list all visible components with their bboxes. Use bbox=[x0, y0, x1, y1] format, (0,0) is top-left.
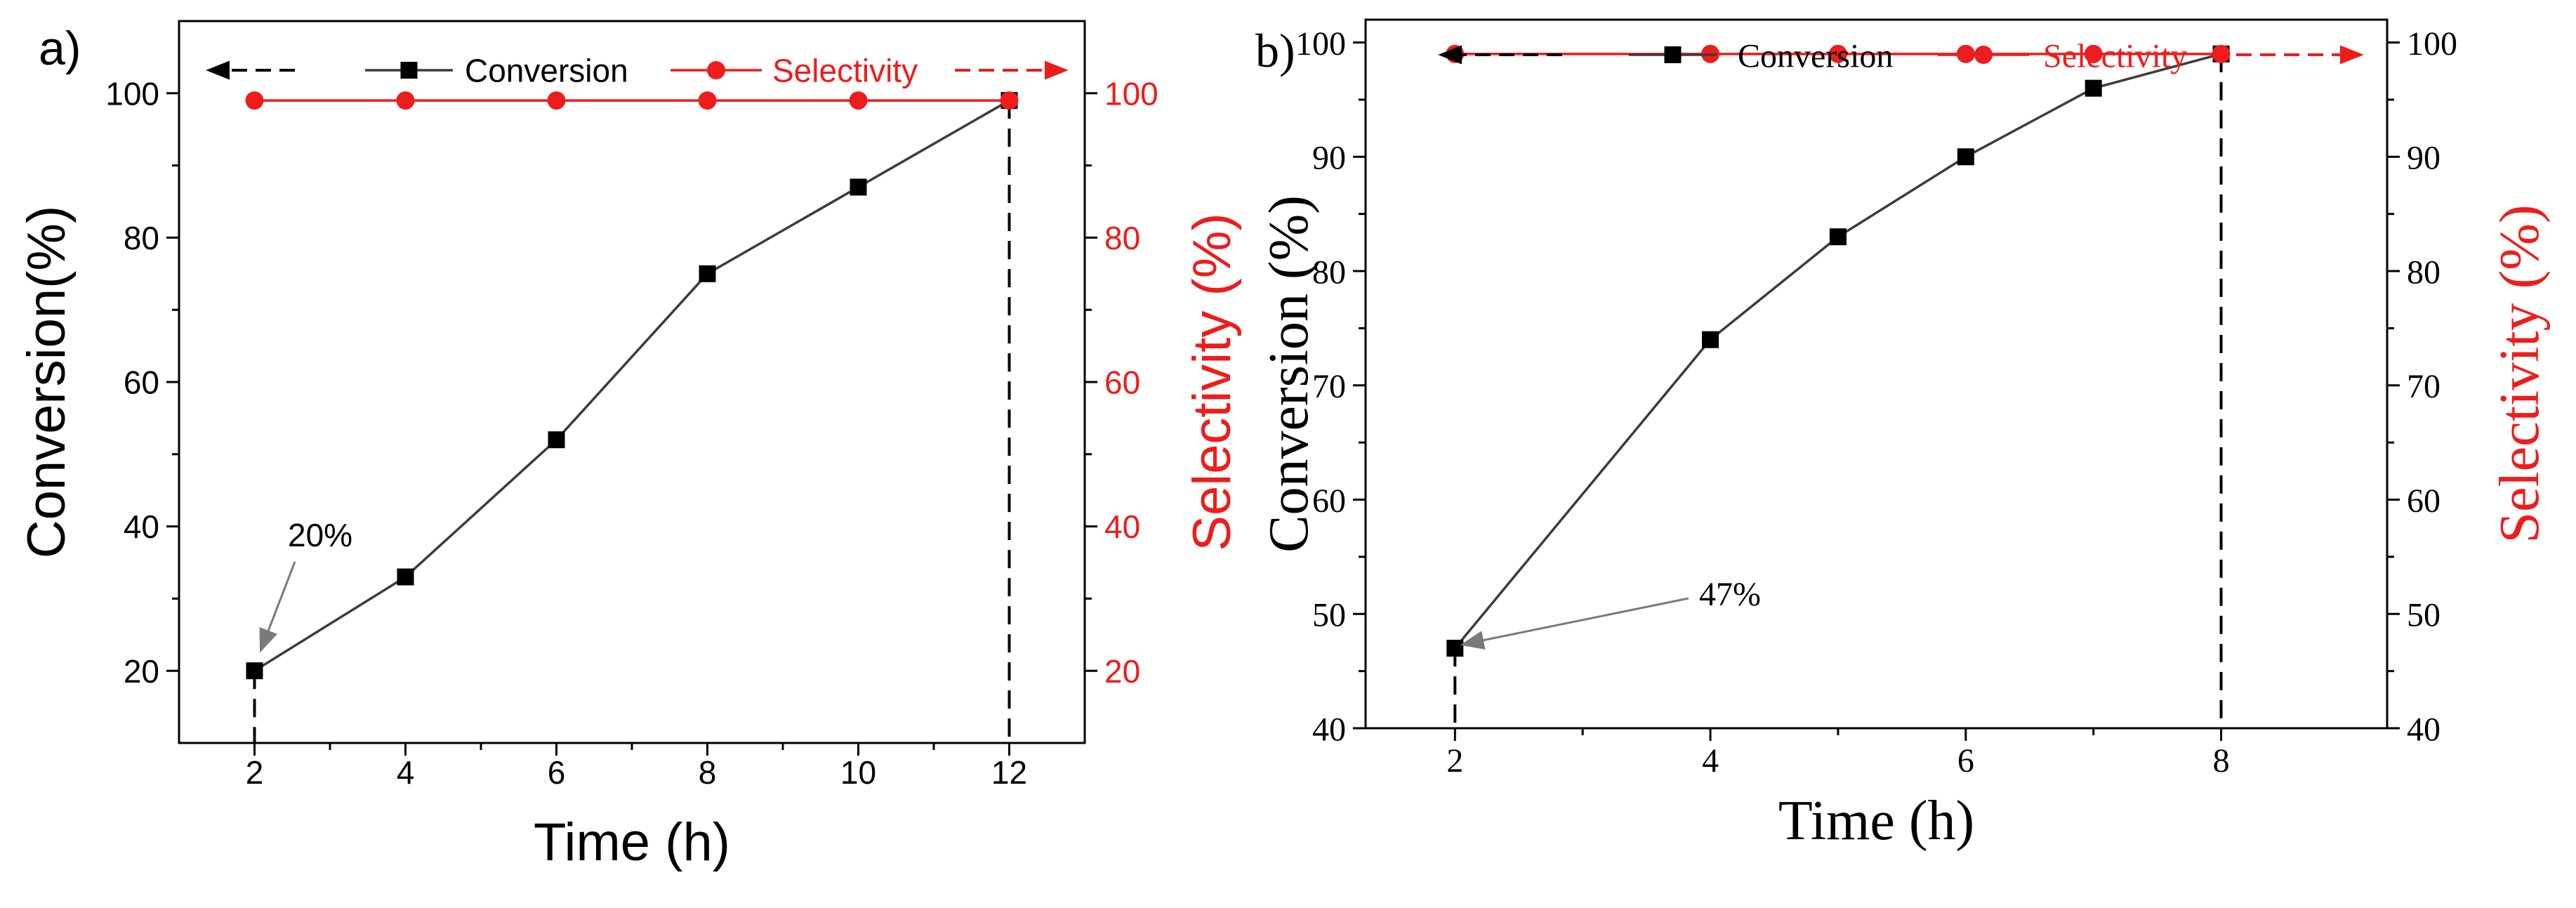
y-left-tick-label: 100 bbox=[105, 75, 159, 112]
chart-panel-b: b) 2 4 6 8 40 50 60 70 80 90 100 40 50 60 70 80 90 100 Time… bbox=[1255, 18, 2551, 852]
data-point-conversion bbox=[548, 431, 565, 449]
y-left-tick-label: 90 bbox=[1312, 140, 1346, 177]
data-point-selectivity bbox=[547, 91, 566, 110]
y-right-tick-label: 70 bbox=[2407, 368, 2440, 405]
y-right-tick-label: 100 bbox=[1104, 75, 1158, 112]
y-right-tick-label: 50 bbox=[2407, 597, 2440, 634]
y-left-tick-label: 40 bbox=[1312, 711, 1346, 748]
y-left-axis-label: Conversion (%) bbox=[1258, 195, 1320, 553]
data-point-selectivity bbox=[698, 91, 717, 110]
y-right-tick-label: 100 bbox=[2407, 25, 2457, 62]
data-point-selectivity bbox=[1828, 44, 1847, 63]
panel-label: b) bbox=[1255, 24, 1295, 77]
y-left-tick-label: 70 bbox=[1312, 368, 1346, 405]
x-tick-label: 12 bbox=[991, 754, 1027, 791]
y-left-tick-label: 60 bbox=[124, 364, 159, 401]
y-left-tick-label: 20 bbox=[124, 653, 159, 690]
y-right-tick-label: 90 bbox=[2407, 140, 2440, 177]
data-point-selectivity bbox=[396, 91, 415, 110]
y-left-tick-label: 40 bbox=[124, 508, 159, 545]
data-point-conversion bbox=[1702, 331, 1719, 348]
y-right-tick-label: 40 bbox=[1104, 508, 1140, 545]
plot-frame bbox=[1364, 18, 2389, 730]
legend-selectivity-label: Selectivity bbox=[2043, 37, 2187, 74]
x-tick-label: 4 bbox=[397, 754, 415, 791]
data-point-conversion bbox=[2085, 79, 2102, 97]
legend: Conversion Selectivity bbox=[1438, 37, 2364, 74]
series-line-conversion bbox=[1453, 53, 2222, 650]
legend: Conversion Selectivity bbox=[206, 53, 1069, 89]
y-left-tick-label: 80 bbox=[1312, 254, 1346, 291]
legend-conversion-label: Conversion bbox=[1738, 37, 1893, 74]
annotation-arrow bbox=[259, 561, 296, 653]
data-point-conversion bbox=[1446, 640, 1464, 657]
x-tick-label: 8 bbox=[699, 754, 717, 791]
data-point-conversion bbox=[1829, 228, 1847, 246]
data-point-conversion bbox=[850, 178, 867, 196]
y-left-tick-label: 80 bbox=[124, 220, 159, 256]
legend-selectivity-marker bbox=[707, 61, 725, 79]
y-right-tick-label: 80 bbox=[2407, 254, 2440, 291]
series-line-conversion bbox=[253, 99, 1010, 672]
x-tick-label: 2 bbox=[1446, 742, 1463, 779]
data-point-conversion bbox=[246, 662, 263, 680]
annotation-label: 47% bbox=[1699, 576, 1761, 613]
data-point-conversion bbox=[397, 568, 414, 586]
y-left-axis-label: Conversion(%) bbox=[17, 206, 77, 559]
legend-conversion-marker bbox=[400, 62, 418, 79]
legend-conversion-label: Conversion bbox=[465, 53, 628, 89]
y-right-tick-label: 60 bbox=[2407, 482, 2440, 520]
x-tick-label: 8 bbox=[2213, 742, 2230, 779]
chart-panel-a: a) 2 4 6 8 10 12 20 40 60 80 100 20 40 60 80 100 Time (h)… bbox=[17, 20, 1242, 872]
y-right-tick-label: 80 bbox=[1104, 220, 1140, 256]
y-right-tick-label: 40 bbox=[2407, 711, 2440, 748]
y-right-axis-label: Selectivity (%) bbox=[1182, 213, 1242, 551]
x-tick-label: 10 bbox=[840, 754, 876, 791]
x-tick-label: 6 bbox=[1957, 742, 1974, 779]
data-point-selectivity bbox=[245, 91, 264, 110]
x-axis-label: Time (h) bbox=[1778, 790, 1974, 852]
legend-conversion-marker bbox=[1664, 46, 1682, 63]
x-tick-label: 6 bbox=[548, 754, 566, 791]
data-point-conversion bbox=[699, 265, 716, 282]
y-right-axis-label: Selectivity (%) bbox=[2489, 204, 2551, 543]
x-tick-label: 2 bbox=[246, 754, 264, 791]
data-point-selectivity bbox=[2084, 44, 2103, 63]
annotation-arrow bbox=[1460, 597, 1689, 650]
y-right-tick-label: 60 bbox=[1104, 364, 1140, 401]
y-left-tick-label: 100 bbox=[1295, 25, 1346, 62]
data-point-selectivity bbox=[1000, 91, 1019, 110]
data-point-conversion bbox=[1957, 148, 1974, 166]
x-tick-label: 4 bbox=[1702, 742, 1719, 779]
y-left-tick-label: 60 bbox=[1312, 482, 1346, 520]
y-right-tick-label: 20 bbox=[1104, 653, 1140, 690]
panel-label: a) bbox=[39, 22, 81, 75]
data-point-selectivity bbox=[849, 91, 868, 110]
data-point-selectivity bbox=[2212, 44, 2231, 63]
legend-selectivity-marker bbox=[1974, 46, 1993, 64]
y-left-tick-label: 50 bbox=[1312, 597, 1346, 634]
x-axis-label: Time (h) bbox=[534, 812, 730, 872]
legend-selectivity-label: Selectivity bbox=[772, 53, 918, 89]
annotation-label: 20% bbox=[288, 517, 352, 553]
